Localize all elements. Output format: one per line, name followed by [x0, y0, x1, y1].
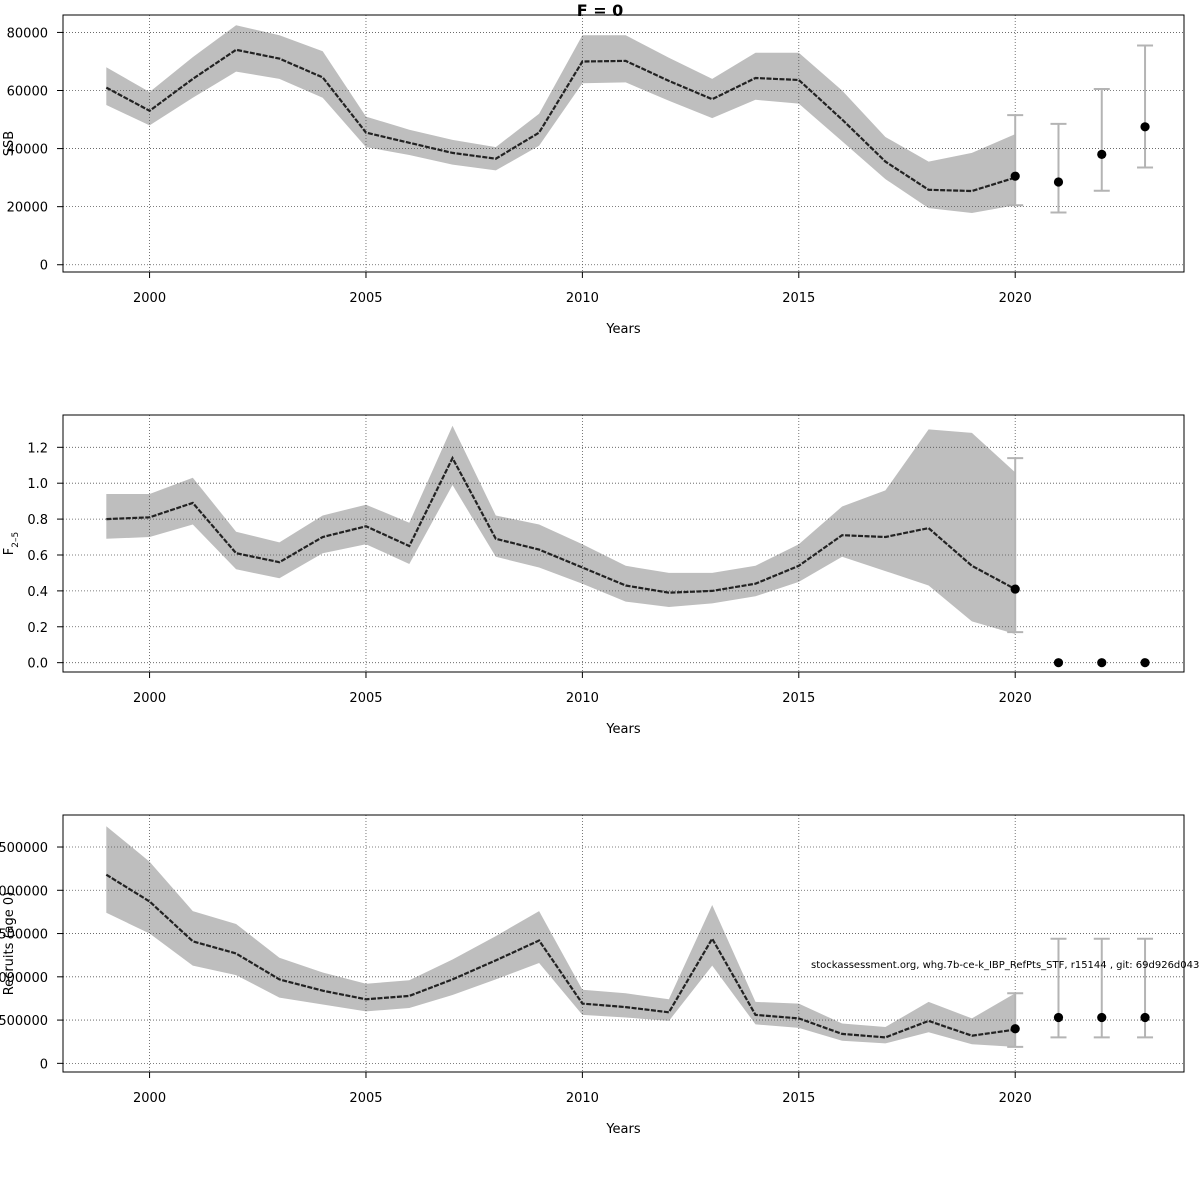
ssb-x-tick-label: 2015 [782, 291, 815, 306]
recruits-x-tick-label: 2015 [782, 1091, 815, 1106]
recruits-y-tick-label: 0 [40, 1057, 48, 1072]
ssb-y-tick-label: 40000 [7, 143, 48, 158]
ssb-y-tick-label: 80000 [7, 26, 48, 41]
ssb-plot-frame [62, 14, 1185, 273]
ssb-forecast-point [1140, 122, 1150, 132]
fishing-mortality-plot-frame [62, 414, 1185, 673]
recruits-y-tick-label: 2000000 [0, 884, 48, 899]
recruits-x-tick-label: 2010 [566, 1091, 599, 1106]
fishing-mortality-y-tick-label: 0.4 [27, 585, 48, 600]
ssb-forecast-point [1053, 177, 1064, 187]
ssb-x-tick-label: 2010 [566, 291, 599, 306]
ssb-x-tick-label: 2020 [999, 291, 1032, 306]
recruits-x-tick-label: 2020 [999, 1091, 1032, 1106]
fishing-mortality-y-tick-label: 0.2 [27, 621, 48, 636]
ssb-x-tick-label: 2005 [349, 291, 382, 306]
ssb-y-tick-label: 20000 [7, 201, 48, 216]
fishing-mortality-forecast-point [1140, 658, 1150, 668]
recruits-y-tick-label: 1500000 [0, 928, 48, 943]
fishing-mortality-x-tick-label: 2005 [349, 691, 382, 706]
ssb-confidence-band [106, 25, 1016, 214]
fishing-mortality-y-tick-label: 1.0 [27, 477, 48, 492]
recruits-x-tick-label: 2005 [349, 1091, 382, 1106]
fishing-mortality-panel: 2000 2005 2010 2015 2020 0.0 0.2 0.4 0.6 0.8 1.0 1.… [2, 414, 1185, 737]
fishing-mortality-x-tick-label: 2010 [566, 691, 599, 706]
recruits-y-tick-label: 2500000 [0, 841, 48, 856]
fishing-mortality-y-tick-label: 0.8 [27, 513, 48, 528]
ssb-y-tick-label: 60000 [7, 85, 48, 100]
fishing-mortality-y-tick-label: 0.6 [27, 549, 48, 564]
fishing-mortality-y-axis-title: F2–5 [2, 532, 21, 555]
ssb-x-tick-label: 2000 [133, 291, 166, 306]
recruits-forecast-point [1010, 1024, 1020, 1034]
ssb-y-axis-title: SSB [2, 131, 17, 156]
ssb-x-axis-title: Years [605, 322, 641, 337]
ssb-forecast-point [1097, 149, 1107, 159]
fishing-mortality-y-axis-subscript: 2–5 [11, 532, 21, 548]
fishing-mortality-forecast-point [1097, 658, 1107, 668]
ssb-panel: 2000 2005 2010 2015 2020 0 20000 40000 60000 8000… [2, 14, 1185, 337]
fishing-mortality-x-tick-label: 2020 [999, 691, 1032, 706]
recruits-confidence-band [106, 826, 1016, 1047]
fishing-mortality-confidence-band [106, 425, 1016, 634]
fishing-mortality-forecast-point [1010, 584, 1020, 594]
recruits-y-axis-title: Recruits (age 0) [2, 892, 17, 996]
footnote-text: stockassessment.org, whg.7b-ce-k_IBP_Ref… [811, 960, 1200, 971]
ssb-estimate-line [105, 48, 1016, 193]
recruits-estimate-line [105, 873, 1016, 1039]
ssb-y-tick-label: 0 [40, 259, 48, 274]
fishing-mortality-y-tick-label: 1.2 [27, 441, 48, 456]
chart-title: F = 0 [577, 1, 624, 20]
recruits-forecast-point [1140, 1012, 1150, 1023]
recruits-y-tick-label: 1000000 [0, 971, 48, 986]
recruits-x-tick-label: 2000 [133, 1091, 166, 1106]
panels: 2000 2005 2010 2015 202002000040000600008000… [0, 14, 1185, 1137]
recruits-forecast-point [1097, 1012, 1107, 1023]
recruits-plot-frame [62, 814, 1185, 1073]
recruits-panel: 2000 2005 2010 2015 2020 0 500000 1000000 150000… [0, 814, 1185, 1137]
fishing-mortality-forecast-point [1053, 658, 1064, 668]
recruits-x-axis-title: Years [605, 1122, 641, 1137]
fishing-mortality-y-tick-label: 0.0 [27, 657, 48, 672]
fishing-mortality-x-axis-title: Years [605, 722, 641, 737]
fishing-mortality-x-tick-label: 2015 [782, 691, 815, 706]
recruits-forecast-point [1053, 1012, 1064, 1023]
fishing-mortality-estimate-line [106, 455, 1016, 594]
ssb-forecast-point [1010, 171, 1020, 181]
fishing-mortality-x-tick-label: 2000 [133, 691, 166, 706]
recruits-y-tick-label: 500000 [0, 1014, 48, 1029]
